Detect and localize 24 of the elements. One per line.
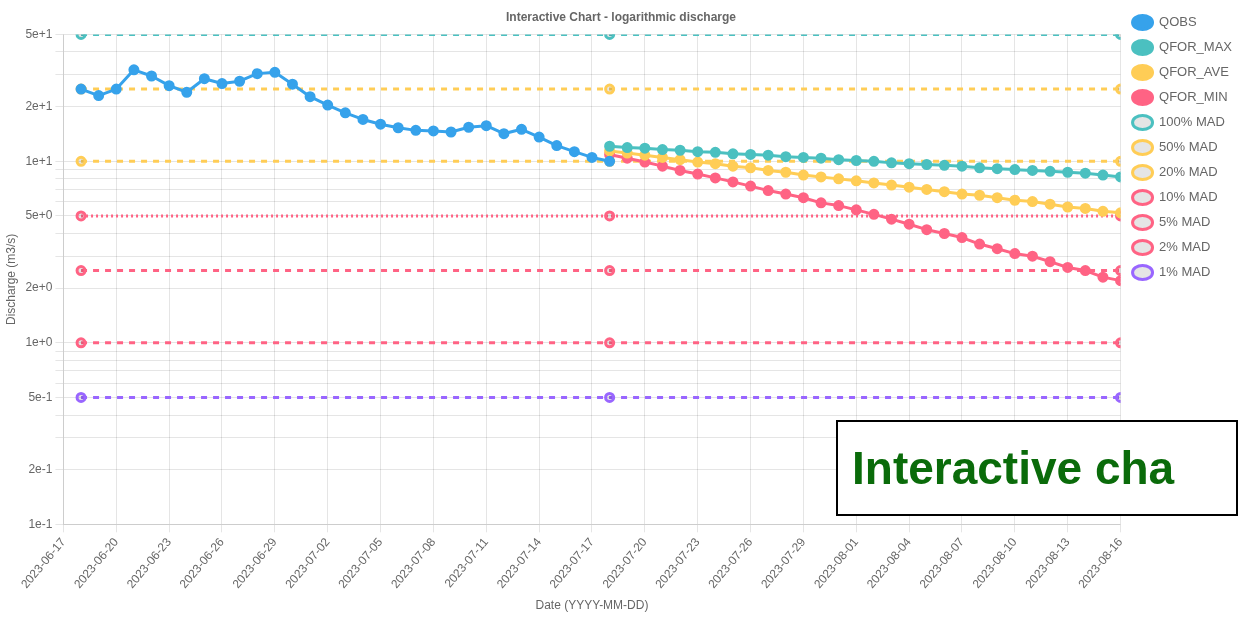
y-tick-label: 5e+1 [25,26,53,41]
annotation: Interactive cha [836,420,1238,516]
legend-label: 2% MAD [1159,239,1211,255]
legend-label: QFOR_MIN [1159,89,1228,105]
legend-label: 100% MAD [1159,114,1225,130]
y-tick-label: 5e+0 [25,208,53,223]
legend-label: 10% MAD [1159,189,1218,205]
y-tick-label: 2e-1 [28,461,53,476]
y-tick-label: 5e-1 [28,389,53,404]
legend-label: QOBS [1159,14,1197,30]
y-tick-label: 1e+1 [25,153,53,168]
chart-title: Interactive Chart - logarithmic discharge [505,9,737,24]
x-axis-title: Date (YYYY-MM-DD) [535,598,649,613]
y-tick-label: 2e+1 [25,98,53,113]
legend-label: QFOR_MAX [1159,39,1233,55]
legend-label: 50% MAD [1159,139,1218,155]
y-tick-label: 2e+0 [25,280,53,295]
y-tick-label: 1e-1 [28,516,53,531]
legend-label: QFOR_AVE [1159,64,1230,80]
y-axis-title: Discharge (m3/s) [3,233,18,326]
legend-label: 20% MAD [1159,164,1218,180]
y-tick-label: 1e+0 [25,335,53,350]
legend-label: 1% MAD [1159,264,1211,280]
legend-label: 5% MAD [1159,214,1211,230]
